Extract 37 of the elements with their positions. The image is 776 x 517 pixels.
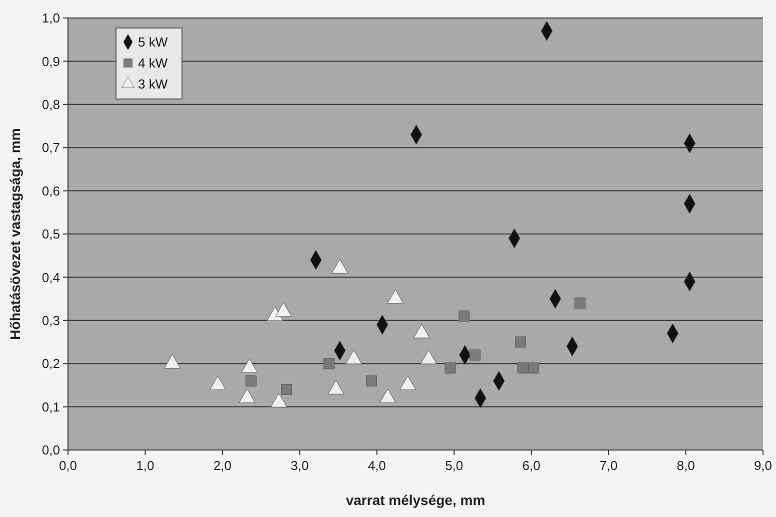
y-tick-label: 0,5 xyxy=(42,226,60,242)
x-tick-label: 9,0 xyxy=(754,458,772,473)
point xyxy=(324,358,335,370)
point xyxy=(528,362,540,374)
legend-label: 5 kW xyxy=(138,34,168,50)
y-tick-label: 0,1 xyxy=(42,399,60,414)
y-tick-label: 1,0 xyxy=(42,10,60,26)
x-tick-label: 3,0 xyxy=(290,458,309,473)
y-tick-label: 0,0 xyxy=(42,442,60,458)
x-tick-label: 7,0 xyxy=(600,458,618,473)
y-tick-label: 0,9 xyxy=(42,54,60,69)
x-tick-label: 6,0 xyxy=(522,458,540,473)
point xyxy=(458,310,470,322)
point xyxy=(444,362,456,374)
y-tick-label: 0,3 xyxy=(42,312,60,328)
legend-label: 3 kW xyxy=(138,76,168,92)
x-tick-label: 1,0 xyxy=(136,458,154,473)
y-tick-label: 0,7 xyxy=(42,140,60,156)
x-tick-label: 5,0 xyxy=(445,458,464,473)
y-tick-label: 0,8 xyxy=(42,96,60,112)
point xyxy=(515,336,526,348)
x-tick-label: 4,0 xyxy=(368,458,386,473)
point xyxy=(366,375,377,386)
x-axis-title: varrat mélysége, mm xyxy=(346,492,486,508)
y-axis-title: Hőhatásövezet vastagsága, mm xyxy=(7,128,23,340)
y-tick-label: 0,6 xyxy=(42,183,60,198)
y-tick-label: 0,2 xyxy=(42,356,60,372)
legend-label: 4 kW xyxy=(138,56,168,71)
x-tick-label: 0,0 xyxy=(58,458,78,473)
point xyxy=(517,362,528,374)
point xyxy=(246,375,257,386)
point xyxy=(574,298,586,309)
x-tick-label: 2,0 xyxy=(213,458,232,473)
x-tick-label: 8,0 xyxy=(676,458,695,473)
point xyxy=(281,384,292,396)
y-tick-label: 0,4 xyxy=(42,270,60,285)
point xyxy=(469,349,480,360)
